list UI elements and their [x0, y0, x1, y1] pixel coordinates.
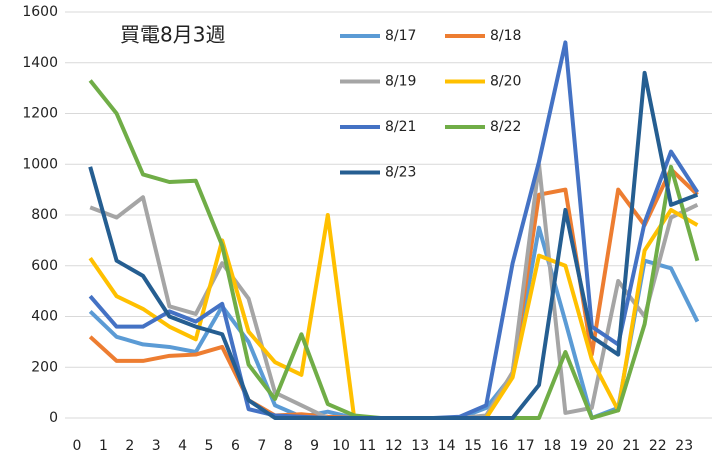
x-tick-label: 22: [649, 438, 667, 454]
y-tick-label: 0: [49, 410, 58, 426]
x-tick-label: 7: [257, 438, 266, 454]
legend-label: 8/22: [490, 119, 521, 135]
x-tick-label: 10: [332, 438, 350, 454]
legend-label: 8/20: [490, 74, 521, 90]
line-series: [88, 70, 699, 420]
legend-label: 8/23: [385, 165, 416, 181]
y-tick-label: 600: [31, 258, 58, 274]
y-tick-label: 1000: [22, 156, 58, 172]
x-tick-label: 1: [99, 438, 108, 454]
line-series: [89, 162, 699, 420]
x-tick-label: 4: [178, 438, 187, 454]
x-tick-label: 20: [596, 438, 614, 454]
x-tick-label: 18: [543, 438, 561, 454]
x-tick-label: 8: [284, 438, 293, 454]
legend-label: 8/17: [385, 28, 416, 44]
x-tick-label: 12: [385, 438, 403, 454]
line-series: [88, 167, 699, 420]
x-tick-label: 15: [464, 438, 482, 454]
x-tick-label: 21: [622, 438, 640, 454]
legend-label: 8/18: [490, 28, 521, 44]
x-tick-label: 14: [438, 438, 456, 454]
x-tick-label: 13: [411, 438, 429, 454]
x-tick-label: 5: [205, 438, 214, 454]
x-tick-label: 16: [490, 438, 508, 454]
x-tick-label: 11: [358, 438, 376, 454]
x-tick-label: 17: [517, 438, 535, 454]
y-tick-label: 1200: [22, 106, 58, 122]
x-tick-label: 23: [675, 438, 693, 454]
x-tick-label: 19: [570, 438, 588, 454]
legend-label: 8/19: [385, 74, 416, 90]
x-tick-label: 2: [125, 438, 134, 454]
x-tick-label: 0: [73, 438, 82, 454]
legend-label: 8/21: [385, 119, 416, 135]
x-tick-label: 9: [310, 438, 319, 454]
x-tick-label: 6: [231, 438, 240, 454]
chart-title: 買電8月3週: [120, 23, 225, 47]
y-tick-label: 200: [31, 359, 58, 375]
line-series: [88, 40, 700, 420]
y-tick-label: 1400: [22, 55, 58, 71]
y-tick-label: 400: [31, 309, 58, 325]
y-tick-label: 1600: [22, 4, 58, 20]
x-tick-label: 3: [152, 438, 161, 454]
y-tick-label: 800: [31, 207, 58, 223]
